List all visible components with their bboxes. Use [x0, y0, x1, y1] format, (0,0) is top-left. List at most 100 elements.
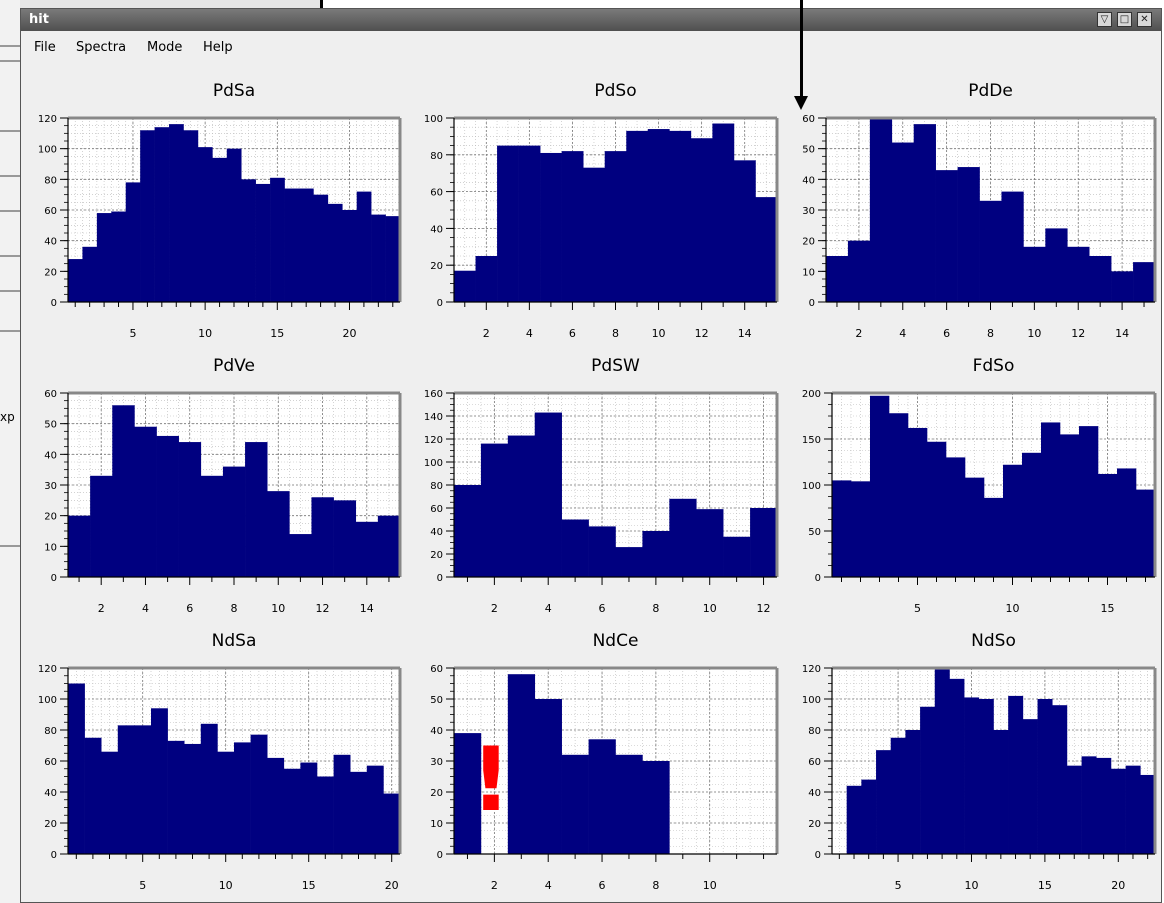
maximize-icon[interactable]: □: [1117, 12, 1132, 27]
histogram-bar: [642, 761, 670, 854]
histogram-bar: [1081, 756, 1097, 854]
close-icon[interactable]: ✕: [1137, 12, 1152, 27]
y-tick-label: 100: [38, 695, 57, 706]
y-tick-label: 60: [802, 114, 815, 125]
histogram-bar: [540, 152, 562, 302]
y-tick-label: 20: [430, 261, 443, 272]
histogram-bar: [241, 179, 256, 302]
histogram-bar: [1066, 765, 1082, 854]
histogram-bar: [289, 534, 312, 577]
x-tick-label: 5: [129, 327, 136, 340]
histogram-bar: [946, 457, 966, 577]
y-tick-label: 20: [430, 788, 443, 799]
background-text: xp: [0, 410, 15, 424]
histogram-bar: [1133, 262, 1156, 302]
histogram-bar: [733, 160, 756, 302]
histogram-bar: [1079, 426, 1099, 577]
y-tick-label: 40: [808, 788, 821, 799]
y-tick-label: 30: [802, 206, 815, 217]
histogram-bar: [690, 138, 713, 302]
window-title: hit: [29, 12, 49, 27]
y-tick-label: 80: [430, 151, 443, 162]
histogram-bar: [311, 497, 334, 577]
histogram-bar: [366, 765, 384, 854]
histogram-bar: [342, 210, 357, 302]
histogram-bar: [1023, 246, 1046, 302]
y-tick-label: 20: [44, 819, 57, 830]
x-tick-label: 2: [98, 602, 105, 615]
x-tick-label: 10: [964, 879, 978, 892]
y-tick-label: 160: [424, 389, 443, 400]
arrow-line-icon: [800, 0, 803, 100]
menu-mode[interactable]: Mode: [147, 40, 183, 55]
histogram-bar: [507, 435, 536, 577]
x-tick-label: 2: [483, 327, 490, 340]
histogram-bar: [669, 130, 692, 302]
histogram-bar: [984, 497, 1004, 577]
histogram-bar: [178, 442, 202, 577]
x-tick-label: 12: [757, 602, 771, 615]
x-tick-label: 20: [1111, 879, 1125, 892]
y-tick-label: 50: [44, 420, 57, 431]
x-tick-label: 14: [1115, 327, 1129, 340]
menu-help[interactable]: Help: [203, 40, 233, 55]
menu-spectra[interactable]: Spectra: [76, 40, 127, 55]
histogram-bar: [234, 742, 251, 854]
histogram-bar: [327, 203, 343, 302]
x-tick-label: 5: [895, 879, 902, 892]
x-tick-label: 8: [652, 879, 659, 892]
histogram-bar: [927, 441, 947, 577]
histogram-bar: [1111, 271, 1134, 302]
y-tick-label: 0: [51, 573, 57, 584]
minimize-icon[interactable]: ▽: [1097, 12, 1112, 27]
y-tick-label: 200: [802, 389, 821, 400]
x-tick-label: 10: [652, 327, 666, 340]
y-tick-label: 0: [51, 850, 57, 861]
histogram-bar: [350, 771, 368, 854]
histogram-bar: [935, 170, 958, 302]
histogram-bar: [1060, 434, 1080, 577]
histogram-bar: [993, 730, 1009, 854]
background-window-strip: [20, 0, 323, 8]
title-bar[interactable]: hit ▽ □ ✕: [21, 9, 1161, 31]
y-tick-label: 10: [802, 267, 815, 278]
histogram-bar: [647, 129, 670, 302]
y-tick-label: 100: [802, 481, 821, 492]
histogram-bar: [712, 123, 735, 303]
x-tick-label: 8: [987, 327, 994, 340]
histogram-bar: [117, 725, 135, 854]
x-tick-label: 6: [943, 327, 950, 340]
histogram-bar: [518, 145, 541, 302]
y-tick-label: 100: [424, 458, 443, 469]
histogram-bar: [267, 491, 290, 577]
chart-title: NdSa: [212, 631, 257, 651]
y-tick-label: 50: [430, 695, 443, 706]
histogram-bar: [1001, 191, 1024, 302]
y-tick-label: 0: [437, 850, 443, 861]
y-tick-label: 10: [44, 542, 57, 553]
y-tick-label: 0: [815, 573, 821, 584]
histogram-bar: [913, 124, 936, 302]
histogram-bar: [183, 130, 199, 302]
y-tick-label: 140: [424, 412, 443, 423]
histogram-bar: [889, 413, 909, 577]
y-tick-label: 100: [424, 114, 443, 125]
histogram-bar: [750, 508, 778, 577]
histogram-bar: [333, 754, 351, 854]
histogram-bar: [1037, 699, 1053, 854]
y-tick-label: 60: [808, 757, 821, 768]
chart-title: NdCe: [593, 631, 639, 651]
y-tick-label: 40: [44, 788, 57, 799]
chart-title: FdSo: [973, 356, 1015, 376]
y-tick-label: 20: [430, 550, 443, 561]
x-tick-label: 6: [186, 602, 193, 615]
histogram-bar: [934, 669, 950, 854]
menu-file[interactable]: File: [34, 40, 56, 55]
x-tick-label: 4: [545, 879, 552, 892]
histogram-bar: [101, 751, 119, 854]
x-tick-label: 15: [1101, 602, 1115, 615]
histogram-bar: [826, 256, 849, 302]
y-tick-label: 120: [38, 114, 57, 125]
histogram-bar: [949, 678, 965, 854]
histogram-bar: [156, 435, 179, 577]
